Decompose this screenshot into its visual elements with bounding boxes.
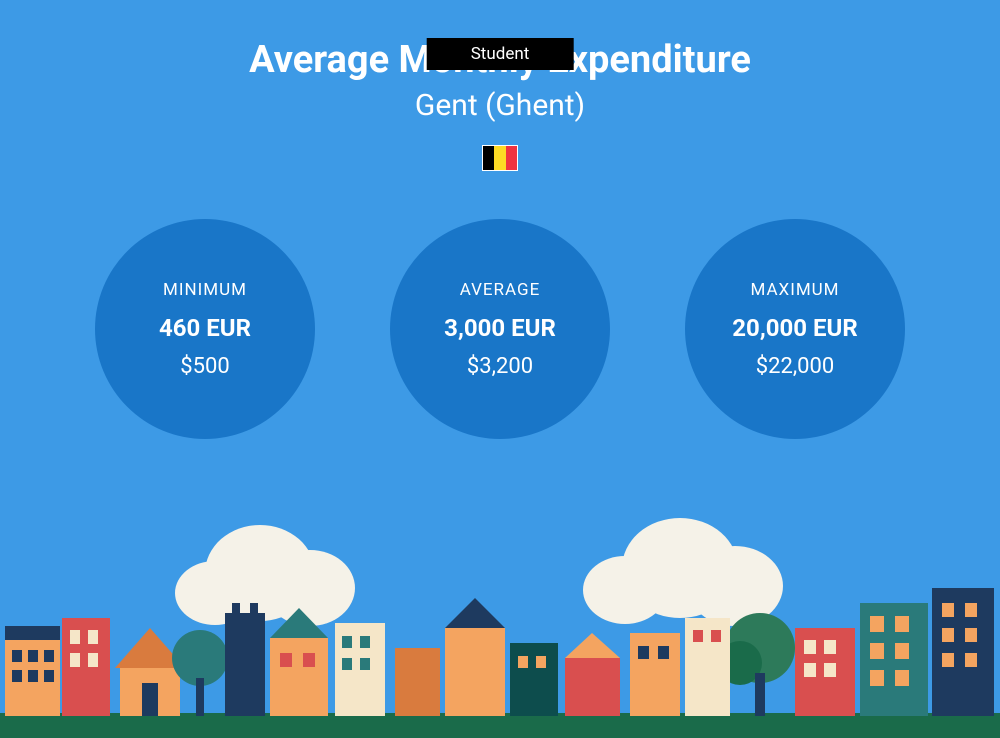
flag-stripe-black: [483, 146, 494, 170]
stat-primary-value: 3,000 EUR: [444, 314, 556, 342]
flag-stripe-red: [506, 146, 517, 170]
stat-secondary-value: $3,200: [467, 354, 533, 379]
stat-average: AVERAGE 3,000 EUR $3,200: [390, 219, 610, 439]
stat-label: MINIMUM: [163, 280, 247, 300]
stat-label: AVERAGE: [460, 280, 541, 300]
city-name: Gent (Ghent): [0, 88, 1000, 123]
stat-maximum: MAXIMUM 20,000 EUR $22,000: [685, 219, 905, 439]
stat-secondary-value: $22,000: [756, 354, 835, 379]
stat-label: MAXIMUM: [750, 280, 839, 300]
stat-primary-value: 20,000 EUR: [732, 314, 857, 342]
belgium-flag: [482, 145, 518, 171]
cityscape-illustration: [0, 518, 1000, 738]
category-badge: Student: [427, 38, 574, 70]
stats-row: MINIMUM 460 EUR $500 AVERAGE 3,000 EUR $…: [0, 219, 1000, 439]
flag-stripe-yellow: [494, 146, 505, 170]
stat-secondary-value: $500: [180, 354, 229, 379]
stat-minimum: MINIMUM 460 EUR $500: [95, 219, 315, 439]
stat-primary-value: 460 EUR: [159, 314, 251, 342]
